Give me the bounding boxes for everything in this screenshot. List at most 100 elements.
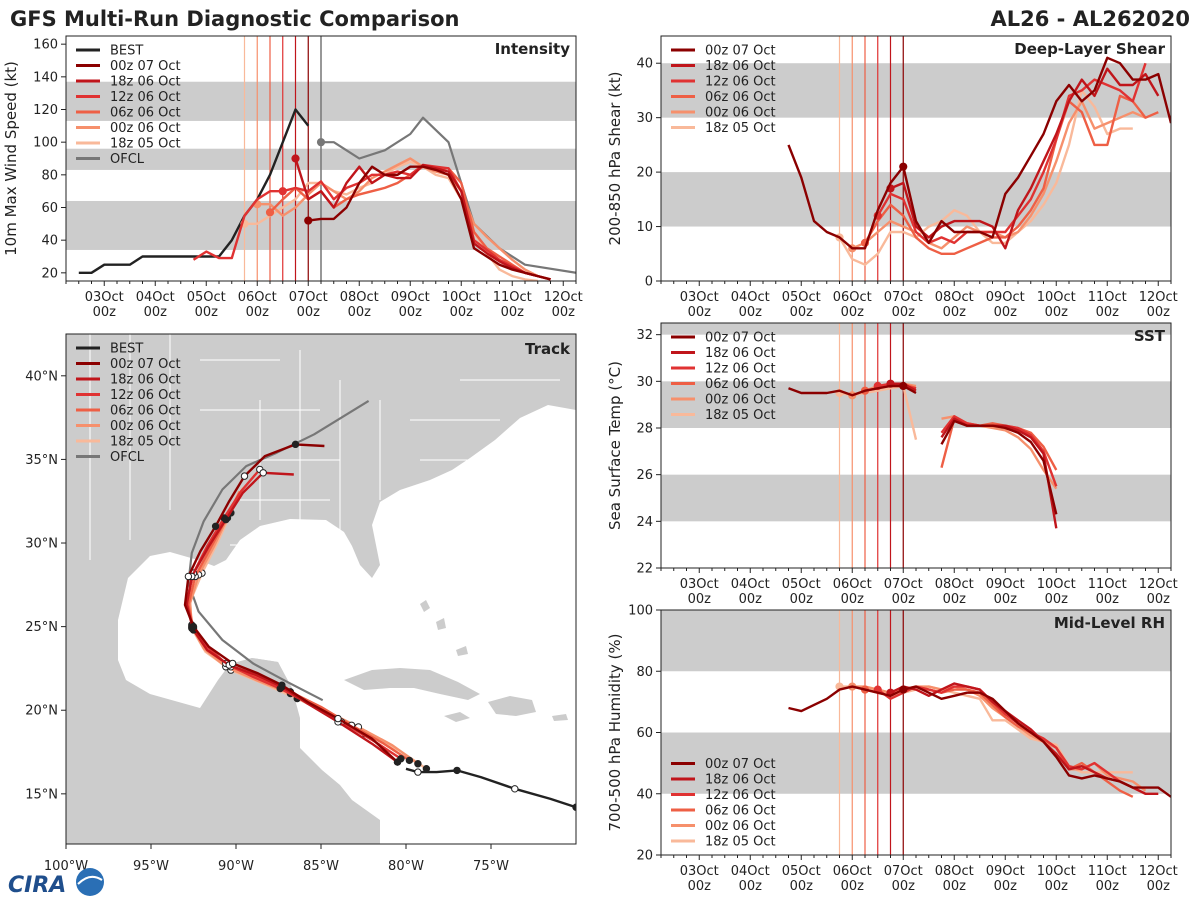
shear-legend-label: 06z 06 Oct [705,90,776,105]
track-point [222,515,230,524]
intensity-legend-label: OFCL [110,152,145,167]
shear-xtick-sublabel: 00z [1147,305,1171,320]
rh-band-0 [661,732,1171,794]
track-xtick-label: 85°W [303,859,339,874]
track-point [405,756,414,765]
intensity-legend-label: BEST [110,44,143,59]
rh-line-00z-07-oct [788,685,1171,798]
intensity-xtick-label: 11Oct [493,290,532,305]
rh-xtick-sublabel: 00z [994,879,1018,894]
shear-xtick-label: 07Oct [884,290,923,305]
track-xtick-label: 100°W [44,859,88,874]
rh-legend-label: 18z 05 Oct [705,835,776,850]
rh-xtick-label: 12Oct [1139,864,1178,879]
intensity-ytick-label: 20 [41,266,58,281]
rh-point [899,685,908,694]
sst-xtick-sublabel: 00z [1045,592,1069,607]
track-legend-label: 12z 06 Oct [110,388,181,403]
land-puerto-rico [552,714,568,721]
intensity-line-18z-06-oct [294,158,551,281]
rh-legend-label: 00z 07 Oct [705,757,776,772]
track-point [393,758,402,766]
intensity-xtick-label: 06Oct [238,290,277,305]
track-ytick-label: 40°N [25,369,58,384]
rh-xtick-sublabel: 00z [790,879,814,894]
sst-ytick-label: 22 [636,562,653,577]
intensity-line-00z-07-oct [308,165,551,281]
sst-xtick-sublabel: 00z [994,592,1018,607]
intensity-xtick-sublabel: 00z [348,305,372,320]
intensity-xtick-label: 10Oct [442,290,481,305]
rh-legend-label: 18z 06 Oct [705,773,776,788]
rh-band-1 [661,610,1171,672]
track-ytick-label: 35°N [25,453,58,468]
shear-title: Deep-Layer Shear [1014,40,1165,58]
rh-xtick-sublabel: 00z [1045,879,1069,894]
rh-xtick-sublabel: 00z [1096,879,1120,894]
track-point [334,714,342,723]
track-00z-07-oct [183,443,399,763]
shear-xtick-label: 06Oct [833,290,872,305]
track-xtick-label: 90°W [218,859,254,874]
shear-xtick-sublabel: 00z [790,305,814,320]
rh-xtick-label: 09Oct [986,864,1025,879]
intensity-xtick-label: 08Oct [340,290,379,305]
sst-legend-label: 18z 06 Oct [705,346,776,361]
intensity-point [304,216,313,225]
track-axes: 15°N 20°N 25°N 30°N 35°N 40°N 100°W 95°W 90°W 85°… [25,369,509,874]
shear-xtick-label: 05Oct [782,290,821,305]
shear-xtick-label: 04Oct [731,290,770,305]
shear-xtick-sublabel: 00z [994,305,1018,320]
shear-line-00z-06-oct [851,100,1146,250]
sst-xtick-label: 07Oct [884,577,923,592]
intensity-xtick-label: 05Oct [187,290,226,305]
intensity-xtick-sublabel: 00z [450,305,474,320]
intensity-xtick-sublabel: 00z [399,305,423,320]
rh-ytick-label: 80 [636,665,653,680]
land-cuba [344,668,480,700]
shear-ytick-label: 40 [636,57,653,72]
shear-xtick-label: 09Oct [986,290,1025,305]
track-point [189,622,198,631]
sst-band-1 [661,381,1171,428]
intensity-point [278,187,287,196]
intensity-legend-label: 18z 05 Oct [110,137,181,152]
shear-xtick-sublabel: 00z [943,305,967,320]
track-legend-label: OFCL [110,450,145,465]
sst-band-2 [661,323,1171,335]
shear-legend-label: 12z 06 Oct [705,75,776,90]
intensity-xtick-label: 09Oct [391,290,430,305]
intensity-xtick-label: 12Oct [544,290,583,305]
rh-xtick-label: 11Oct [1088,864,1127,879]
shear-xtick-sublabel: 00z [892,305,916,320]
intensity-xtick-label: 07Oct [289,290,328,305]
track-point [414,768,422,776]
intensity-xtick-sublabel: 00z [552,305,576,320]
intensity-xtick-label: 04Oct [136,290,175,305]
intensity-xtick-sublabel: 00z [195,305,219,320]
intensity-point [265,208,275,217]
shear-ylabel: 200-850 hPa Shear (kt) [606,72,624,246]
intensity-line-best [78,108,310,274]
sst-xtick-label: 04Oct [731,577,770,592]
track-point [414,760,422,768]
rh-xtick-sublabel: 00z [739,879,763,894]
figure-title: GFS Multi-Run Diagnostic Comparison [10,7,459,31]
shear-xtick-label: 03Oct [680,290,719,305]
shear-line-00z-07-oct [787,56,1171,250]
track-point [453,766,461,775]
rh-xtick-label: 03Oct [680,864,719,879]
cira-logo: CIRA [8,868,104,898]
shear-legend-label: 18z 05 Oct [705,121,776,136]
track-point [511,785,519,793]
rh-panel: 20 40 60 80 100 700-500 hPa Humidity (%) 03Oct… [606,604,1178,895]
sst-line-00z-07-oct [788,384,1058,515]
land-jamaica [444,712,470,722]
logo-swirl-icon [77,875,103,885]
track-legend-label: 18z 05 Oct [110,435,181,450]
intensity-ytick-label: 140 [33,70,58,85]
sst-xtick-label: 09Oct [986,577,1025,592]
rh-xtick-label: 06Oct [833,864,872,879]
